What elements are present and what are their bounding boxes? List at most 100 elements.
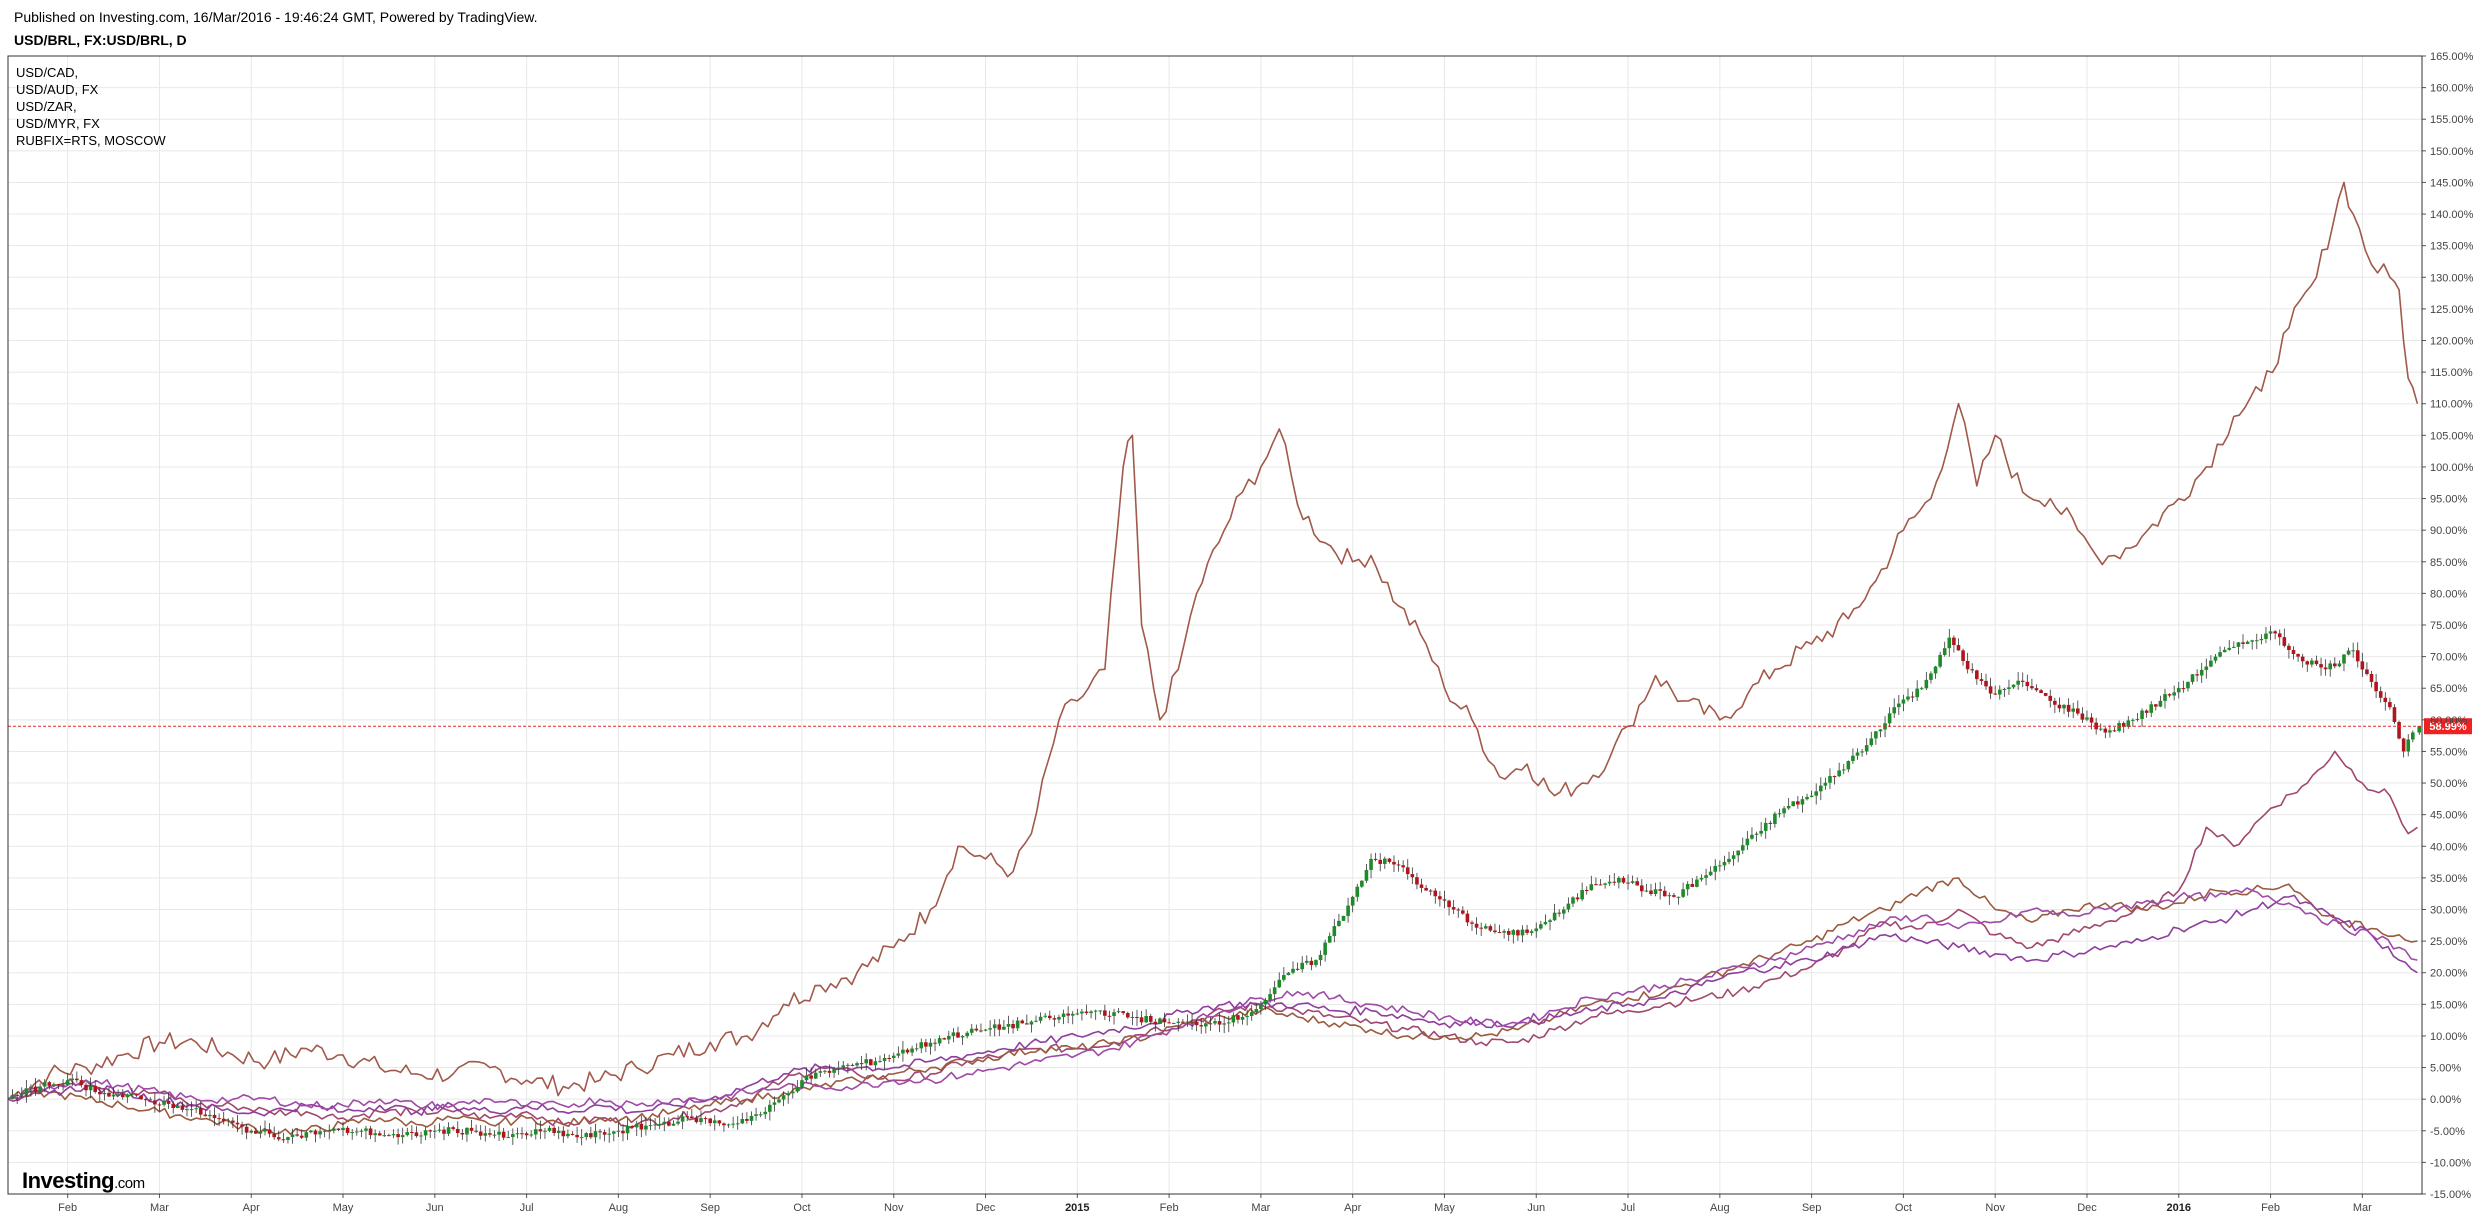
candle-body [979,1030,983,1032]
candle-body [2319,664,2323,668]
candle-body [1433,890,1438,897]
candle-body [1718,865,1722,867]
candle-body [235,1122,240,1125]
candle-body [1607,881,1612,884]
candle-body [1222,1023,1226,1025]
x-tick-label: Dec [2077,1202,2097,1214]
candle-body [1947,637,1952,649]
candle-body [1392,861,1396,865]
candle-body [446,1127,451,1134]
candle-body [1052,1018,1057,1020]
candle-body [1098,1010,1103,1012]
candle-body [1630,881,1635,883]
candle-body [52,1084,56,1086]
candle-body [653,1124,657,1126]
y-tick-label: 120.00% [2430,336,2474,348]
candle-body [2117,723,2121,731]
candle-body [377,1133,382,1136]
candle-body [295,1134,299,1136]
candle-body [2066,704,2071,712]
candle-body [1658,889,1662,891]
candle-body [703,1118,708,1120]
x-axis: Feb Mar Apr May Jun Jul Aug Sep Oct Nov Dec 2015 Feb… [58,1194,2372,1214]
candle-body [2135,718,2140,720]
candle-body [414,1132,419,1137]
y-tick-label: 125.00% [2430,304,2474,316]
candle-body [1025,1023,1029,1025]
candle-body [662,1121,667,1125]
candle-body [1135,1016,1139,1018]
candle-body [2310,660,2314,665]
candle-body [2296,654,2300,657]
candle-body [625,1126,630,1134]
candle-body [630,1126,634,1128]
candle-body [148,1099,153,1101]
candle-body [1323,942,1327,955]
candle-body [772,1102,777,1105]
published-caption: Published on Investing.com, 16/Mar/2016 … [14,9,538,25]
candle-body [538,1129,543,1132]
candle-body [2186,681,2190,689]
candle-body [1075,1013,1080,1015]
candle-body [850,1064,855,1066]
candle-body [1226,1022,1231,1024]
y-tick-label: 20.00% [2430,968,2468,980]
y-tick-label: 145.00% [2430,177,2474,189]
candle-body [1245,1015,1249,1017]
candle-body [1754,833,1759,835]
candle-body [1383,858,1387,864]
candle-body [2411,732,2415,740]
candle-body [2360,661,2365,670]
candle-body [1121,1011,1126,1014]
candle-body [1020,1020,1025,1024]
candle-body [483,1133,488,1136]
candle-body [928,1042,933,1047]
candle-body [1874,731,1878,739]
candle-body [556,1130,561,1133]
candle-body [1722,862,1727,866]
candle-body [2062,704,2066,709]
x-tick-label: Aug [1710,1202,1730,1214]
candle-body [1506,930,1511,935]
candle-body [267,1129,272,1134]
candle-body [1552,912,1557,921]
candle-body [827,1070,832,1073]
candle-body [1516,930,1520,936]
candle-body [244,1126,249,1133]
y-tick-label: 30.00% [2430,905,2468,917]
candle-body [1447,900,1451,908]
candle-body [639,1123,644,1130]
candle-body [1103,1010,1107,1016]
x-tick-label: Dec [976,1202,996,1214]
candle-body [1479,927,1483,929]
candle-body [116,1094,120,1096]
candle-body [1208,1023,1213,1025]
candle-body [671,1123,676,1126]
candle-body [1483,926,1488,929]
x-tick-label: 2016 [2167,1202,2191,1214]
candle-body [1185,1021,1190,1023]
candle-body [497,1131,501,1135]
candle-body [1594,884,1598,886]
candle-body [1327,936,1332,943]
candle-body [1557,912,1562,914]
candle-body [1240,1016,1245,1020]
candle-body [1002,1026,1006,1030]
candle-body [1713,866,1718,872]
y-tick-label: 110.00% [2430,399,2473,411]
candle-body [258,1131,263,1134]
candle-body [1373,858,1378,860]
candle-body [2245,641,2250,644]
candle-body [722,1123,726,1126]
candle-body [1543,921,1548,925]
candle-body [1410,874,1415,878]
candle-body [1213,1021,1217,1024]
candle-body [1355,886,1360,897]
candle-body [56,1084,61,1086]
legend-item-rubfix: RUBFIX=RTS, MOSCOW [16,133,166,148]
candle-body [2126,720,2131,727]
candle-body [1231,1015,1236,1023]
candle-body [162,1100,166,1105]
candle-body [901,1049,905,1054]
